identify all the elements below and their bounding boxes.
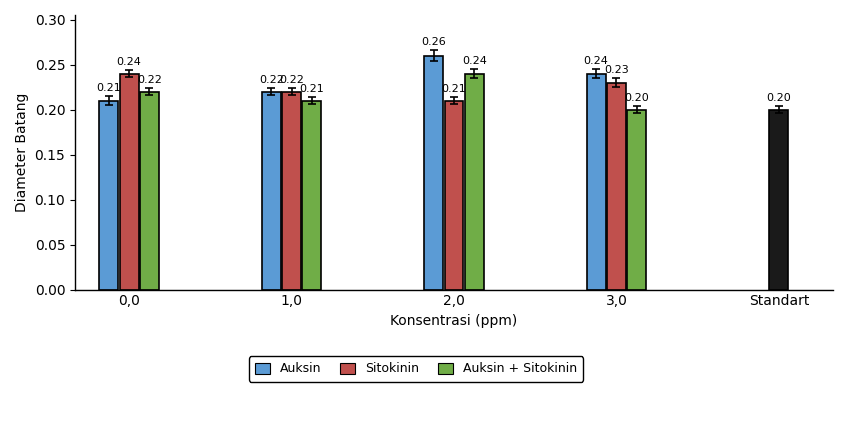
Text: 0.26: 0.26 [421,37,446,47]
Bar [628,109,646,289]
Text: 0.22: 0.22 [259,75,284,85]
Text: 0.20: 0.20 [624,93,649,103]
Text: 0.21: 0.21 [97,83,121,93]
Bar [303,100,321,289]
Bar [465,73,484,289]
Bar [99,100,119,289]
Bar [444,100,464,289]
Text: 0.20: 0.20 [767,93,791,103]
Text: 0.23: 0.23 [604,65,629,75]
Bar [120,73,138,289]
Legend: Auksin, Sitokinin, Auksin + Sitokinin: Auksin, Sitokinin, Auksin + Sitokinin [248,356,583,382]
Text: 0.24: 0.24 [462,56,487,66]
Text: 0.22: 0.22 [279,75,304,85]
Text: 0.21: 0.21 [442,84,466,94]
Bar [424,56,444,289]
Text: 0.24: 0.24 [583,56,609,66]
Bar [587,73,605,289]
Bar [262,91,281,289]
Bar [769,109,789,289]
Y-axis label: Diameter Batang: Diameter Batang [15,93,29,212]
Text: 0.21: 0.21 [299,84,324,94]
Bar [140,91,159,289]
Bar [607,82,626,289]
Text: 0.24: 0.24 [117,57,142,67]
Bar [282,91,301,289]
Text: 0.22: 0.22 [137,75,162,85]
X-axis label: Konsentrasi (ppm): Konsentrasi (ppm) [390,314,517,328]
